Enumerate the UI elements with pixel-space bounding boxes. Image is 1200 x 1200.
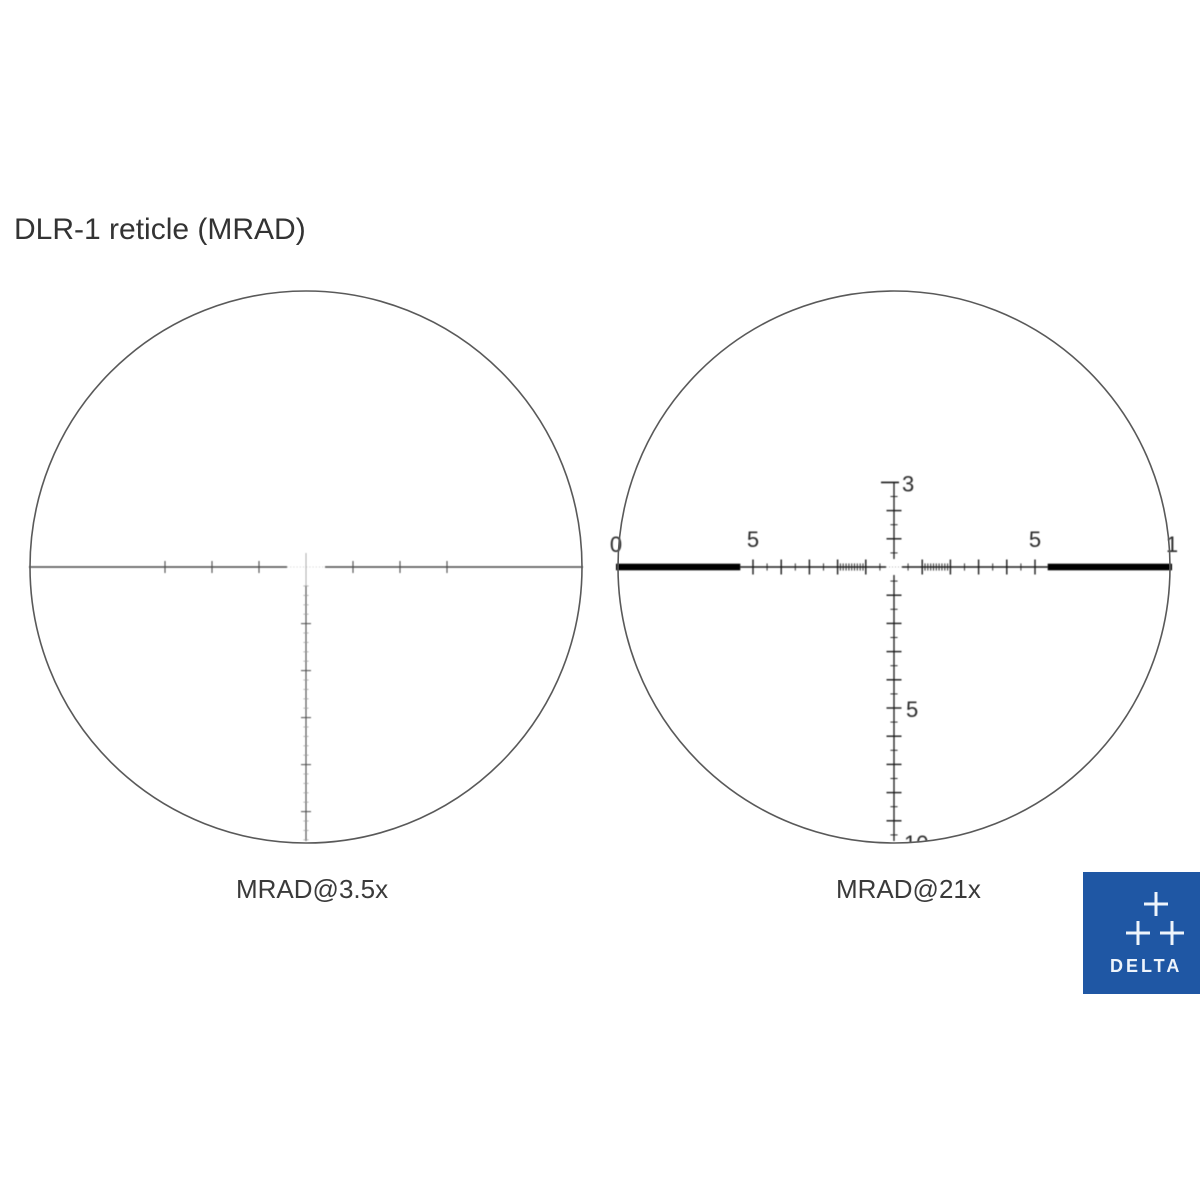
svg-text:5: 5 [1029, 527, 1041, 552]
svg-text:5: 5 [906, 697, 918, 722]
svg-text:5: 5 [747, 527, 759, 552]
svg-text:10: 10 [904, 831, 928, 856]
svg-text:3: 3 [902, 471, 914, 496]
